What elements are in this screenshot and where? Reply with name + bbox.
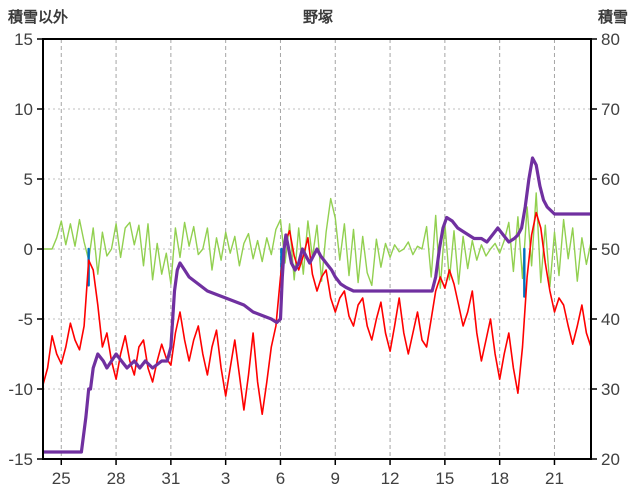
x-axis-tick-label: 28 <box>107 469 126 488</box>
right-axis-tick-label: 70 <box>601 100 620 119</box>
left-axis-tick-label: -15 <box>8 450 33 469</box>
vertical-gridlines <box>60 39 555 459</box>
x-axis-tick-label: 18 <box>490 469 509 488</box>
x-axis-tick-label: 6 <box>276 469 285 488</box>
x-axis-tick-label: 21 <box>545 469 564 488</box>
right-axis-tick-label: 30 <box>601 380 620 399</box>
left-axis-title: 積雪以外 <box>8 9 69 26</box>
left-axis-tick-label: 5 <box>24 170 33 189</box>
left-axis-tick-label: -10 <box>8 380 33 399</box>
series-purple <box>43 156 591 454</box>
series-red <box>43 211 591 416</box>
x-axis-tick-label: 3 <box>221 469 230 488</box>
chart-title: 野塚 <box>302 9 333 26</box>
x-axis-tick-label: 12 <box>381 469 400 488</box>
right-axis-tick-label: 20 <box>601 450 620 469</box>
right-axis-tick-label: 50 <box>601 240 620 259</box>
x-axis-tick-label: 9 <box>331 469 340 488</box>
right-axis-tick-label: 80 <box>601 30 620 49</box>
right-axis-title: 積雪 <box>597 9 628 26</box>
series-group <box>43 156 591 454</box>
x-axis-tick-label: 31 <box>161 469 180 488</box>
series-green <box>43 192 591 289</box>
left-axis-tick-label: 15 <box>14 30 33 49</box>
x-axis-tick-label: 25 <box>52 469 71 488</box>
x-axis-tick-label: 15 <box>435 469 454 488</box>
left-axis-tick-label: -5 <box>18 310 33 329</box>
left-axis-tick-label: 0 <box>24 240 33 259</box>
left-axis-tick-label: 10 <box>14 100 33 119</box>
right-axis-tick-label: 60 <box>601 170 620 189</box>
right-axis-tick-label: 40 <box>601 310 620 329</box>
tick-marks <box>37 38 597 465</box>
